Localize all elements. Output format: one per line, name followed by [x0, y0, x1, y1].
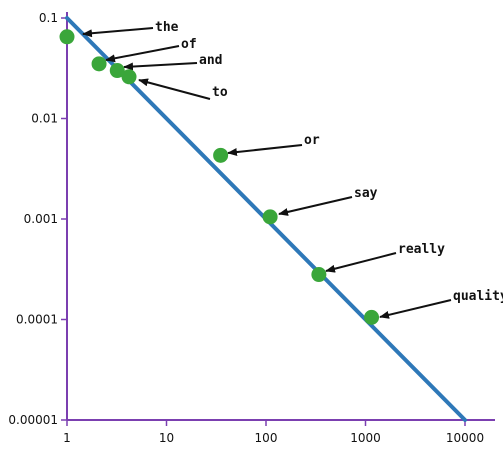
data-point-really [311, 267, 327, 283]
axes [66, 12, 495, 421]
y-tick-label: 0.1 [39, 11, 58, 25]
word-label-or: or [304, 133, 320, 148]
data-point-or [213, 147, 229, 163]
y-tick-label: 0.0001 [16, 313, 58, 327]
annotation-arrow [105, 45, 180, 63]
word-label-the: the [155, 20, 179, 35]
word-label-say: say [354, 186, 378, 201]
data-point-and [109, 63, 125, 79]
annotation-arrow [82, 27, 154, 38]
annotation-arrow [138, 78, 211, 100]
annotation-arrow [123, 62, 198, 71]
x-tick-label: 100 [255, 431, 278, 445]
data-point-the [59, 29, 75, 45]
word-label-really: really [398, 242, 445, 257]
word-label-to: to [212, 85, 228, 100]
word-label-quality: quality [453, 289, 503, 304]
x-tick-label: 1 [63, 431, 71, 445]
data-points [59, 29, 380, 325]
data-point-to [121, 69, 137, 85]
x-tick-label: 10 [159, 431, 174, 445]
y-tick-label: 0.01 [31, 112, 58, 126]
data-point-quality [364, 309, 380, 325]
y-tick-label: 0.001 [24, 212, 58, 226]
annotation-arrow [278, 196, 353, 216]
annotation-arrow [325, 252, 397, 273]
word-label-of: of [181, 37, 197, 52]
annotation-arrow [379, 299, 452, 319]
word-label-and: and [199, 53, 222, 68]
y-tick-label: 0.00001 [8, 413, 58, 427]
annotation-arrow [227, 144, 303, 157]
data-point-of [91, 56, 107, 72]
x-tick-label: 1000 [350, 431, 381, 445]
ticks: 1 10 100 1000 10000 0.1 0.01 0.001 0.0001 0.00001 [8, 11, 484, 445]
x-tick-label: 10000 [446, 431, 484, 445]
data-point-say [262, 209, 278, 225]
